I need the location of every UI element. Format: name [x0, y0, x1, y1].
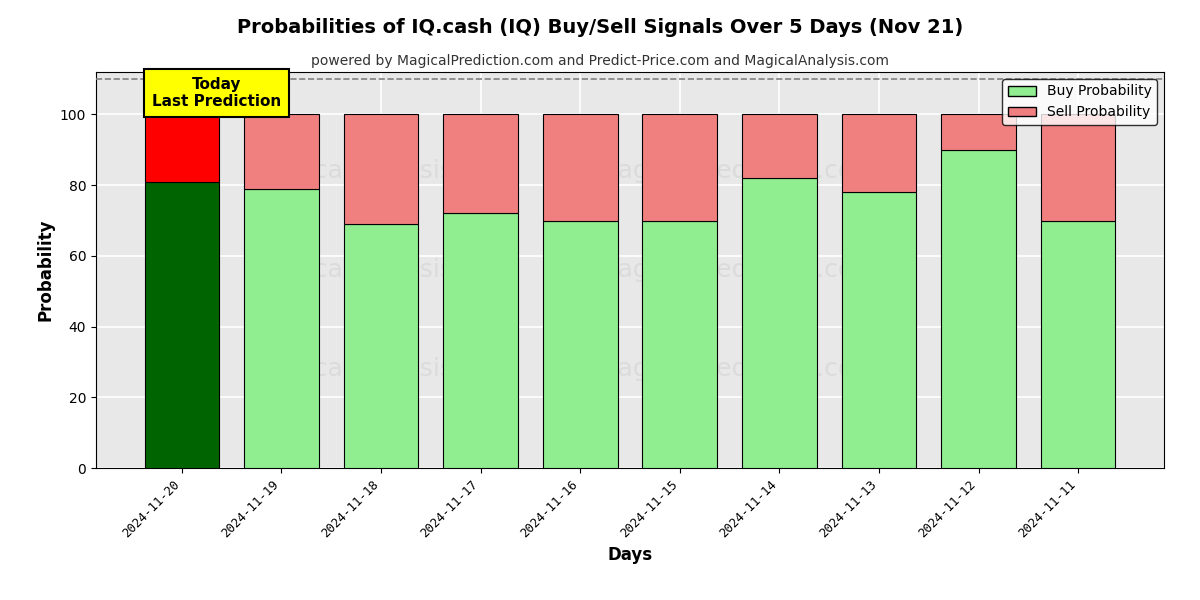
Bar: [542, 220, 618, 468]
Text: Probabilities of IQ.cash (IQ) Buy/Sell Signals Over 5 Days (Nov 21): Probabilities of IQ.cash (IQ) Buy/Sell S…: [236, 18, 964, 37]
Y-axis label: Probability: Probability: [36, 219, 54, 321]
Bar: [642, 220, 718, 468]
Bar: [841, 192, 917, 468]
Bar: [144, 115, 220, 182]
Text: MagicalPrediction.com: MagicalPrediction.com: [596, 357, 877, 381]
Bar: [841, 115, 917, 192]
Text: powered by MagicalPrediction.com and Predict-Price.com and MagicalAnalysis.com: powered by MagicalPrediction.com and Pre…: [311, 54, 889, 68]
Text: MagicalAnalysis.com: MagicalAnalysis.com: [254, 159, 515, 183]
Bar: [941, 115, 1016, 150]
Bar: [742, 115, 817, 178]
Bar: [941, 150, 1016, 468]
Bar: [144, 182, 220, 468]
Text: MagicalAnalysis.com: MagicalAnalysis.com: [254, 357, 515, 381]
Text: MagicalPrediction.com: MagicalPrediction.com: [596, 159, 877, 183]
Bar: [343, 115, 419, 224]
Text: MagicalPrediction.com: MagicalPrediction.com: [596, 258, 877, 282]
Bar: [244, 115, 319, 188]
X-axis label: Days: Days: [607, 545, 653, 563]
Text: MagicalAnalysis.com: MagicalAnalysis.com: [254, 258, 515, 282]
Bar: [642, 115, 718, 220]
Bar: [443, 214, 518, 468]
Bar: [244, 188, 319, 468]
Text: Today
Last Prediction: Today Last Prediction: [152, 77, 281, 109]
Bar: [1040, 220, 1116, 468]
Bar: [542, 115, 618, 220]
Bar: [343, 224, 419, 468]
Legend: Buy Probability, Sell Probability: Buy Probability, Sell Probability: [1002, 79, 1157, 125]
Bar: [443, 115, 518, 214]
Bar: [742, 178, 817, 468]
Bar: [1040, 115, 1116, 220]
